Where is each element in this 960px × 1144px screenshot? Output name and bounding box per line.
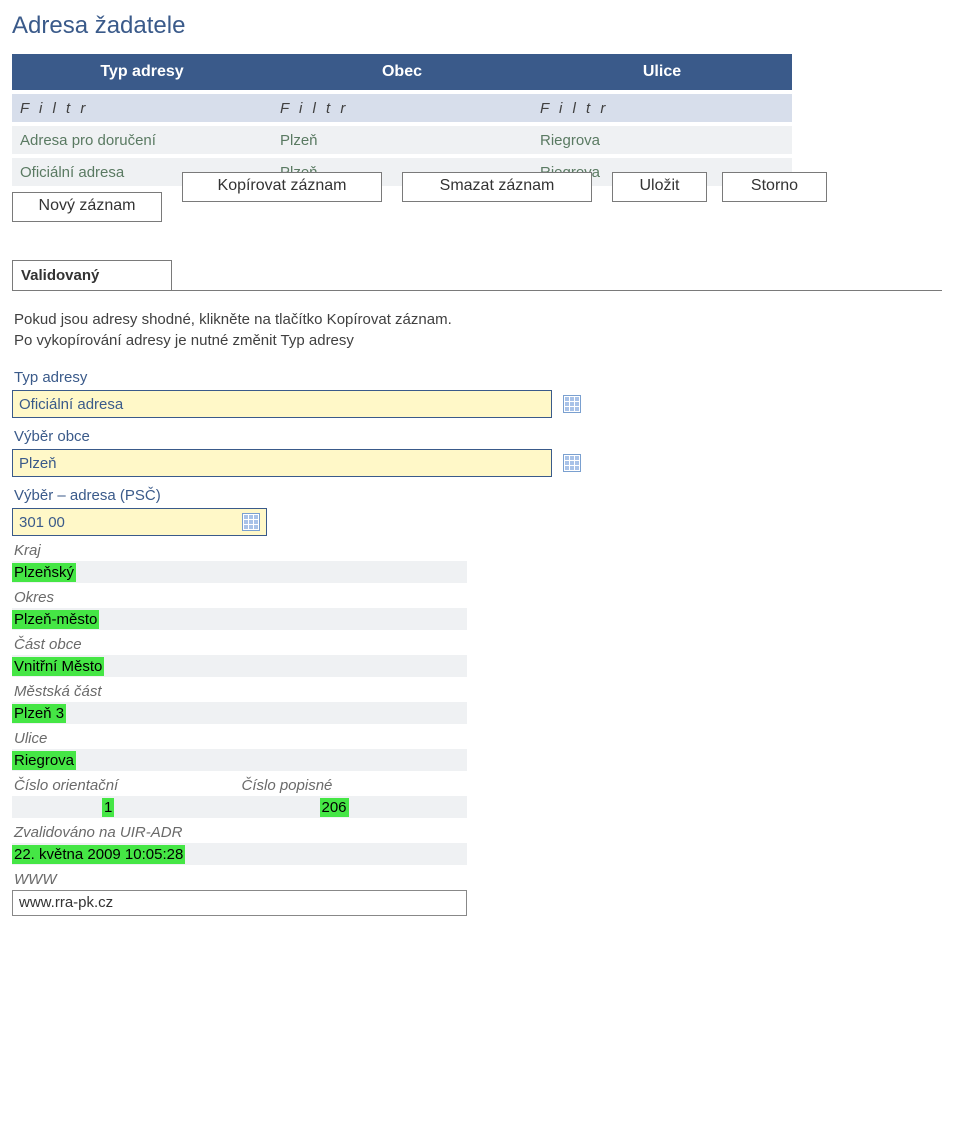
cislo-orientacni-label: Číslo orientační	[14, 777, 240, 794]
cancel-button[interactable]: Storno	[722, 172, 827, 202]
vyber-obce-value: Plzeň	[19, 455, 57, 472]
cell-typ: Adresa pro doručení	[12, 132, 272, 149]
cast-obce-value: Vnitřní Město	[12, 657, 104, 676]
zvalidovano-label: Zvalidováno na UIR-ADR	[14, 824, 948, 841]
vyber-psc-label: Výběr – adresa (PSČ)	[14, 487, 948, 504]
zvalidovano-value: 22. května 2009 10:05:28	[12, 845, 185, 864]
zvalidovano-row: 22. května 2009 10:05:28	[12, 843, 467, 865]
filter-row[interactable]: F i l t r F i l t r F i l t r	[12, 94, 792, 122]
filter-ulice[interactable]: F i l t r	[532, 100, 792, 117]
cell-obec: Plzeň	[272, 132, 532, 149]
cell-ulice: Riegrova	[532, 132, 792, 149]
ulice-label: Ulice	[14, 730, 948, 747]
vyber-obce-label: Výběr obce	[14, 428, 948, 445]
button-row: Kopírovat záznam Smazat záznam Uložit St…	[12, 186, 792, 220]
info-text: Pokud jsou adresy shodné, klikněte na tl…	[14, 309, 948, 351]
okres-label: Okres	[14, 589, 948, 606]
filter-obec[interactable]: F i l t r	[272, 100, 532, 117]
typ-adresy-value: Oficiální adresa	[19, 396, 123, 413]
col-typ: Typ adresy	[12, 63, 272, 81]
vyber-psc-value: 301 00	[19, 514, 65, 531]
picker-icon[interactable]	[563, 454, 581, 472]
vyber-psc-input[interactable]: 301 00	[12, 508, 267, 536]
picker-icon[interactable]	[563, 395, 581, 413]
cast-obce-row: Vnitřní Město	[12, 655, 467, 677]
col-ulice: Ulice	[532, 63, 792, 81]
table-header: Typ adresy Obec Ulice	[12, 54, 792, 90]
typ-adresy-label: Typ adresy	[14, 369, 948, 386]
info-line1: Pokud jsou adresy shodné, klikněte na tl…	[14, 311, 452, 328]
save-button[interactable]: Uložit	[612, 172, 707, 202]
mestska-cast-row: Plzeň 3	[12, 702, 467, 724]
delete-button[interactable]: Smazat záznam	[402, 172, 592, 202]
typ-adresy-input[interactable]: Oficiální adresa	[12, 390, 552, 418]
new-button[interactable]: Nový záznam	[12, 192, 162, 222]
kraj-row: Plzeňský	[12, 561, 467, 583]
kraj-value: Plzeňský	[12, 563, 76, 582]
okres-value: Plzeň-město	[12, 610, 99, 629]
cast-obce-label: Část obce	[14, 636, 948, 653]
ulice-row: Riegrova	[12, 749, 467, 771]
mestska-cast-label: Městská část	[14, 683, 948, 700]
picker-icon[interactable]	[242, 513, 260, 531]
okres-row: Plzeň-město	[12, 608, 467, 630]
www-input[interactable]: www.rra-pk.cz	[12, 890, 467, 916]
copy-button[interactable]: Kopírovat záznam	[182, 172, 382, 202]
www-label: WWW	[14, 871, 948, 888]
cislo-orientacni-value: 1	[102, 798, 114, 817]
info-line2: Po vykopírování adresy je nutné změnit T…	[14, 332, 354, 349]
filter-typ[interactable]: F i l t r	[12, 100, 272, 117]
vyber-obce-input[interactable]: Plzeň	[12, 449, 552, 477]
page-title: Adresa žadatele	[12, 12, 948, 40]
cislo-popisne-value: 206	[320, 798, 349, 817]
validated-tab[interactable]: Validovaný	[12, 260, 172, 290]
kraj-label: Kraj	[14, 542, 948, 559]
cislo-popisne-label: Číslo popisné	[242, 777, 468, 794]
table-row[interactable]: Adresa pro doručení Plzeň Riegrova	[12, 126, 792, 154]
ulice-value: Riegrova	[12, 751, 76, 770]
mestska-cast-value: Plzeň 3	[12, 704, 66, 723]
divider	[12, 290, 942, 291]
col-obec: Obec	[272, 63, 532, 81]
